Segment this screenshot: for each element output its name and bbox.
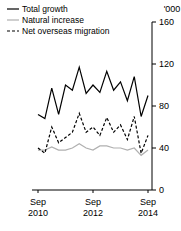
y-tick-label: 80: [159, 101, 169, 111]
legend-label: Natural increase: [22, 15, 84, 25]
legend: Total growthNatural increaseNet overseas…: [7, 4, 110, 36]
x-tick-label: Sep2010: [28, 197, 48, 218]
x-axis: [32, 190, 152, 191]
y-tick-label: 160: [159, 17, 174, 27]
legend-label: Total growth: [22, 4, 68, 14]
series-line: [38, 113, 148, 153]
legend-swatch: [7, 8, 19, 9]
x-tick-label: Sep2014: [138, 197, 158, 218]
chart: 0 40 80 120 160 '000 Sep2010 Sep2012 Sep2014 Tota…: [0, 0, 181, 231]
x-tick: [38, 190, 39, 193]
y-tick: [152, 106, 156, 107]
legend-swatch: [7, 30, 19, 31]
y-tick: [152, 148, 156, 149]
lines: [38, 67, 148, 155]
y-tick-label: 40: [159, 143, 169, 153]
x-tick-label: Sep2012: [83, 197, 103, 218]
x-tick: [148, 190, 149, 193]
y-tick: [152, 64, 156, 65]
y-tick: [152, 22, 156, 23]
y-tick-label: 120: [159, 59, 174, 69]
x-tick: [93, 190, 94, 193]
y-tick: [152, 190, 156, 191]
y-tick-label: 0: [159, 185, 164, 195]
legend-swatch: [7, 19, 19, 20]
legend-label: Net overseas migration: [22, 26, 110, 36]
y-axis-label: '000: [164, 4, 181, 14]
series-line: [38, 67, 148, 118]
series-line: [38, 144, 148, 156]
